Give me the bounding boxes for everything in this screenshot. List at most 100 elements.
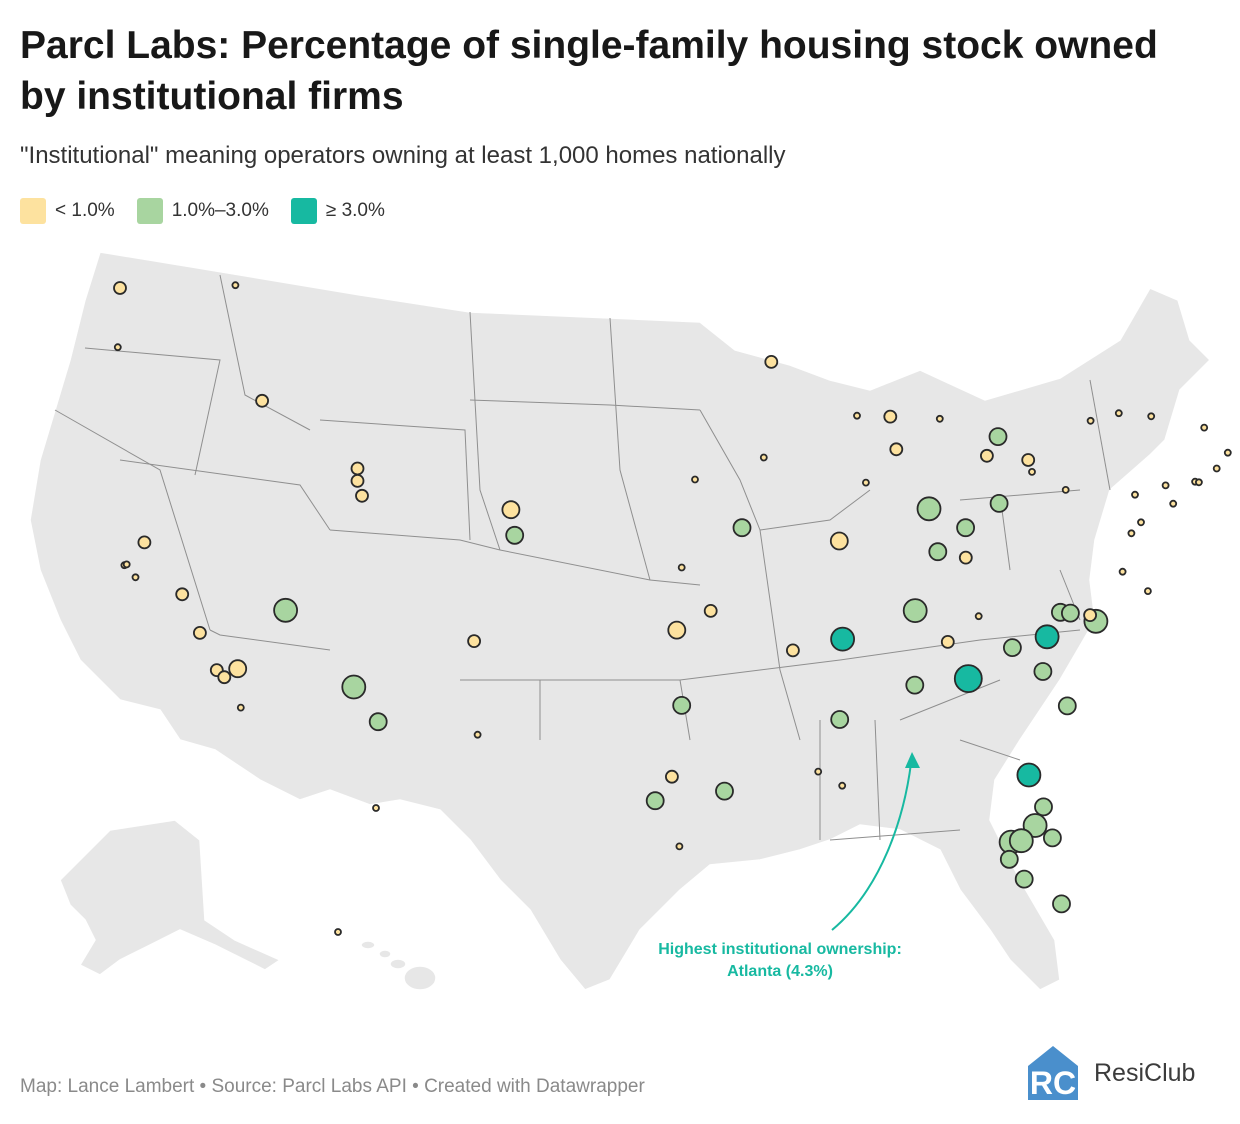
market-dot-low[interactable] [940,634,955,649]
market-dot-low[interactable] [980,448,994,463]
market-dot-low[interactable] [372,804,380,812]
market-dot-low[interactable] [228,659,248,679]
market-dot-mid[interactable] [1014,869,1034,889]
market-dot-low[interactable] [175,587,190,602]
market-dot-mid[interactable] [902,598,928,624]
market-dot-low[interactable] [667,620,687,640]
us-map: Highest institutional ownership: Atlanta… [29,251,1232,991]
market-dot-mid[interactable] [273,597,299,623]
market-dot-low[interactable] [829,531,849,551]
market-dot-low[interactable] [665,769,679,784]
market-dot-mid[interactable] [905,675,925,695]
market-dot-low[interactable] [958,550,973,565]
market-dot-low[interactable] [1137,518,1145,527]
market-dot-low[interactable] [217,670,232,685]
market-dot-low[interactable] [1212,464,1221,473]
market-dot-low[interactable] [1061,485,1070,494]
market-dot-low[interactable] [192,625,207,640]
market-dot-mid[interactable] [916,496,942,522]
state-border [1089,379,1111,491]
market-dot-low[interactable] [764,355,779,369]
market-dot-mid[interactable] [645,791,665,811]
market-dot-low[interactable] [113,343,122,352]
market-dot-mid[interactable] [956,518,975,538]
market-dot-mid[interactable] [988,427,1008,447]
market-dot-low[interactable] [131,573,140,582]
hawaii-islands [360,940,437,991]
market-dot-low[interactable] [334,928,342,936]
market-dot-low[interactable] [974,612,983,621]
market-dot-mid[interactable] [732,518,752,538]
market-dot-low[interactable] [786,643,800,658]
market-dot-low[interactable] [1021,453,1036,467]
state-border [959,489,1081,501]
market-dot-low[interactable] [113,281,127,295]
market-dot-low[interactable] [355,488,369,503]
market-dot-low[interactable] [1147,412,1156,421]
market-dot-low[interactable] [231,281,240,290]
market-dot-high[interactable] [830,626,855,652]
market-dot-low[interactable] [467,634,482,649]
market-dot-low[interactable] [122,560,131,569]
market-dot-low[interactable] [1083,608,1097,623]
market-dot-low[interactable] [889,442,904,457]
market-dot-low[interactable] [1118,567,1127,576]
market-dot-low[interactable] [759,453,768,462]
market-dot-high[interactable] [1016,762,1042,788]
market-dot-mid[interactable] [1034,797,1053,817]
market-dots [113,281,1232,936]
market-dot-mid[interactable] [989,493,1009,513]
market-dot-low[interactable] [1086,416,1095,425]
market-dot-low[interactable] [501,500,521,520]
market-dot-mid[interactable] [1043,828,1062,848]
market-dot-mid[interactable] [1033,662,1053,681]
market-dot-low[interactable] [862,478,870,487]
chart-title: Parcl Labs: Percentage of single-family … [20,24,1158,118]
market-dot-mid[interactable] [1061,603,1080,623]
market-dot-low[interactable] [350,461,365,476]
market-dot-low[interactable] [677,563,686,572]
market-dot-low[interactable] [1114,409,1123,418]
legend-item-mid: 1.0%–3.0% [136,198,269,224]
market-dot-mid[interactable] [830,710,850,729]
market-dot-low[interactable] [703,603,718,618]
market-dot-low[interactable] [1161,481,1170,490]
market-dot-low[interactable] [1144,587,1152,596]
market-dot-low[interactable] [1169,499,1178,508]
market-dot-low[interactable] [1028,467,1036,476]
market-dot-low[interactable] [1223,448,1232,457]
market-dot-low[interactable] [883,409,898,424]
market-dot-low[interactable] [1195,478,1203,487]
market-dot-mid[interactable] [1003,638,1022,658]
market-dot-low[interactable] [1127,529,1136,538]
market-dot-low[interactable] [691,475,699,484]
market-dot-low[interactable] [853,411,861,420]
market-dot-mid[interactable] [715,781,734,801]
market-dot-low[interactable] [814,767,823,776]
market-dot-high[interactable] [953,664,983,694]
market-dot-low[interactable] [1131,490,1139,499]
market-dot-low[interactable] [1200,423,1209,432]
market-dot-low[interactable] [935,414,944,423]
market-dot-mid[interactable] [1052,894,1071,914]
state-border [319,419,471,541]
market-dot-low[interactable] [675,842,684,851]
market-dot-mid[interactable] [505,525,525,545]
market-dot-low[interactable] [838,781,847,790]
market-dot-high[interactable] [1034,624,1060,650]
market-dot-low[interactable] [236,703,245,712]
market-dot-mid[interactable] [999,849,1019,869]
market-dot-mid[interactable] [1008,828,1034,854]
market-dot-mid[interactable] [1022,813,1048,838]
market-dot-low[interactable] [473,730,482,739]
market-dot-low[interactable] [137,535,152,550]
annotation-text-line1: Highest institutional ownership: [658,941,902,958]
market-dot-low[interactable] [350,473,365,488]
market-dot-low[interactable] [255,393,270,408]
market-dot-mid[interactable] [368,712,388,732]
state-border [469,399,701,411]
market-dot-mid[interactable] [341,674,367,700]
market-dot-mid[interactable] [928,542,948,562]
market-dot-mid[interactable] [1057,696,1077,716]
market-dot-mid[interactable] [672,695,692,715]
